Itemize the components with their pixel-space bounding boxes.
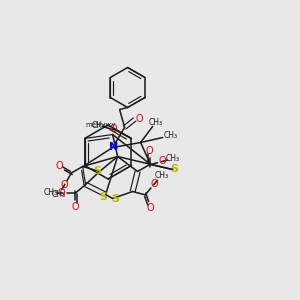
Text: CH₃: CH₃: [44, 188, 58, 197]
Text: O: O: [61, 180, 68, 190]
Text: O: O: [110, 124, 117, 134]
Text: CH₃: CH₃: [52, 190, 66, 199]
Text: CH₃: CH₃: [166, 154, 180, 163]
Text: methoxy: methoxy: [85, 122, 116, 128]
Text: O: O: [159, 156, 166, 167]
Text: S: S: [100, 191, 108, 202]
Text: O: O: [146, 203, 154, 213]
Text: S: S: [171, 164, 178, 175]
Text: O: O: [136, 113, 143, 124]
Text: O: O: [72, 202, 80, 212]
Text: O: O: [145, 146, 153, 156]
Text: O: O: [58, 188, 65, 198]
Text: CH₃: CH₃: [91, 121, 105, 130]
Text: CH₃: CH₃: [164, 131, 178, 140]
Text: O: O: [150, 179, 158, 189]
Text: N: N: [109, 142, 118, 152]
Text: S: S: [112, 194, 120, 203]
Text: S: S: [94, 166, 102, 176]
Text: CH₃: CH₃: [148, 118, 163, 127]
Text: O: O: [56, 161, 63, 171]
Text: CH₃: CH₃: [154, 171, 168, 180]
